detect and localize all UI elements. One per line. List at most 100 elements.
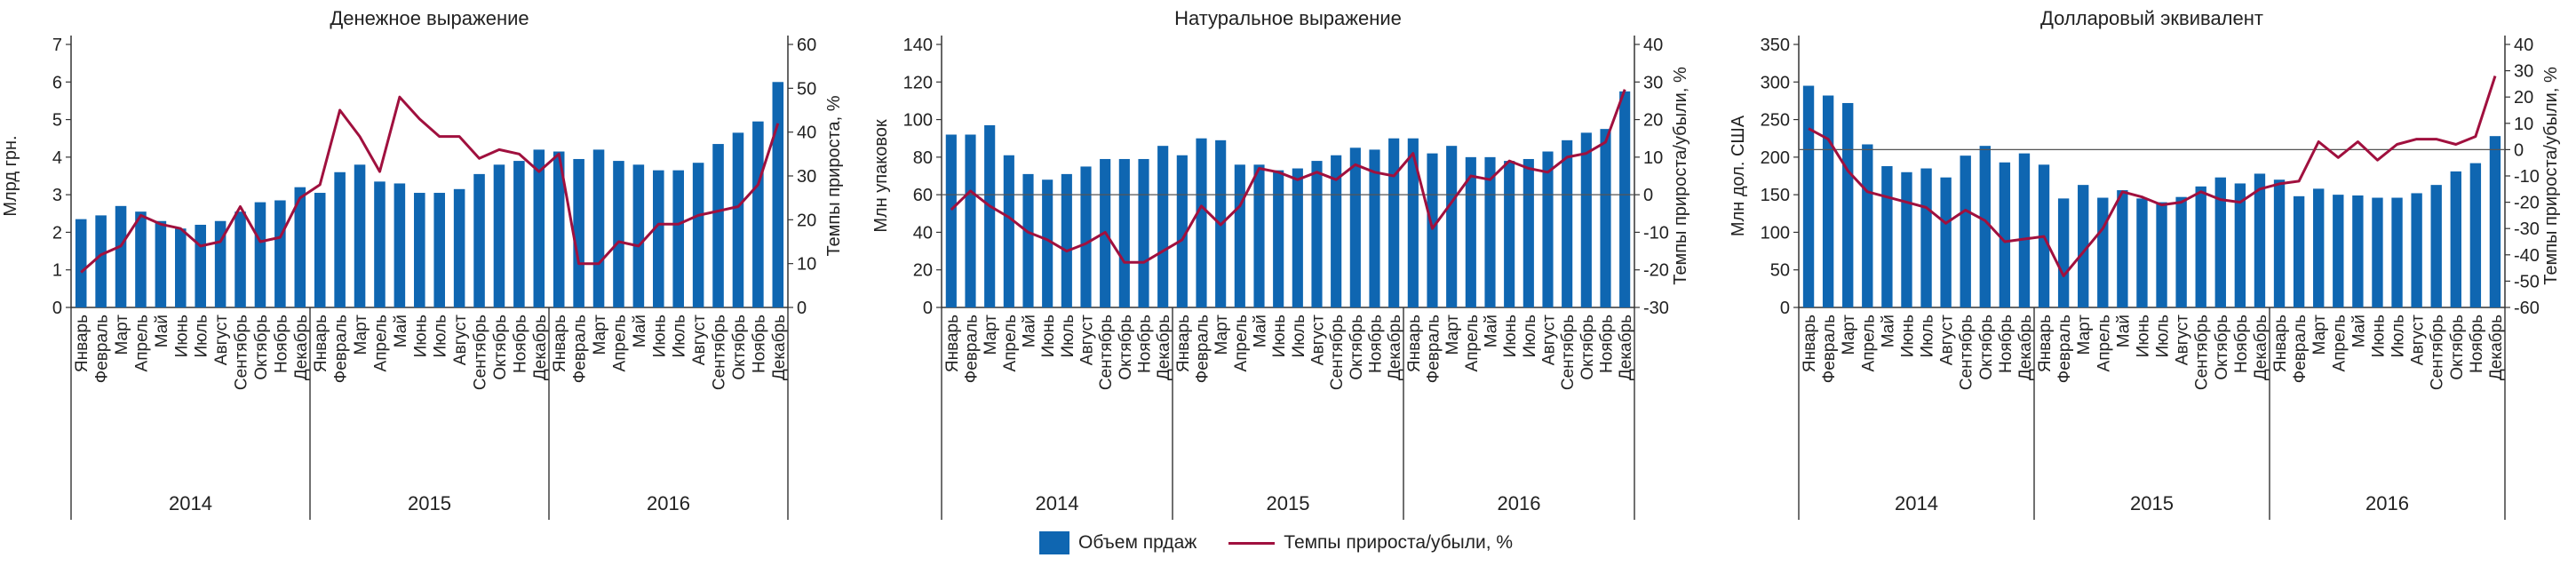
chart-units: Натуральное выражение020406080100120140-… (871, 7, 1690, 520)
bar (334, 171, 346, 307)
bar (2313, 188, 2325, 307)
bar (2293, 195, 2305, 307)
y-tick-label: 2 (52, 223, 62, 243)
x-tick-label: Май (2114, 315, 2133, 347)
x-tick-label: Август (1938, 315, 1957, 365)
x-tick-label: Ноябрь (2232, 315, 2251, 373)
x-tick-label: Июнь (650, 315, 669, 357)
x-tick-label: Ноябрь (511, 315, 529, 373)
y-tick-label: 100 (903, 111, 933, 131)
x-tick-label: Сентябрь (233, 315, 251, 390)
bar (2117, 190, 2128, 307)
y2-tick-label: 40 (797, 124, 816, 143)
bar (692, 163, 704, 307)
bar (1920, 168, 1932, 307)
bar (1080, 166, 1092, 307)
bar (414, 193, 425, 307)
x-tick-label: Июль (1059, 315, 1077, 358)
x-tick-label: Январь (1801, 315, 1819, 372)
x-tick-label: Январь (73, 315, 91, 372)
x-tick-label: Январь (551, 315, 569, 372)
y2-tick-label: -60 (2514, 299, 2540, 318)
bar (1292, 168, 1303, 307)
bar (965, 134, 976, 307)
x-tick-label: Июнь (2134, 315, 2152, 357)
x-tick-label: Апрель (2095, 315, 2113, 372)
bar (2195, 186, 2206, 307)
x-tick-label: Март (1212, 315, 1231, 355)
bar (2234, 183, 2246, 307)
year-label: 2014 (1895, 492, 1938, 514)
y2-tick-label: 30 (2514, 62, 2533, 82)
y2-tick-label: 20 (1643, 111, 1663, 131)
legend-bar-label: Объем прдаж (1078, 532, 1197, 553)
bar (592, 149, 605, 307)
y2-tick-label: 10 (2514, 115, 2533, 134)
x-tick-label: Февраль (1425, 315, 1443, 383)
x-tick-label: Май (1021, 315, 1039, 347)
bar (2097, 197, 2109, 307)
x-tick-label: Ноябрь (272, 315, 290, 373)
y-tick-label: 50 (1770, 261, 1790, 281)
bar (394, 183, 406, 307)
x-tick-label: Май (631, 315, 649, 347)
bar (75, 219, 87, 307)
y-tick-label: 6 (52, 73, 62, 92)
y-axis-label: Млн дол. США (1729, 115, 1748, 236)
y-tick-label: 5 (52, 111, 62, 131)
bar (1580, 132, 1592, 307)
y2-tick-label: -20 (1643, 261, 1669, 281)
bar (573, 158, 584, 307)
y2-axis-label: Темпы прироста/убыли, % (1671, 67, 1690, 285)
y-tick-label: 0 (1780, 299, 1790, 318)
x-tick-label: Июнь (1270, 315, 1289, 357)
y-tick-label: 3 (52, 186, 62, 205)
x-tick-label: Сентябрь (2193, 315, 2212, 390)
bar (235, 211, 246, 307)
x-tick-label: Февраль (2291, 315, 2310, 383)
x-tick-label: Март (2310, 315, 2329, 355)
y2-axis-label: Темпы прироста/убыли, % (2541, 67, 2561, 285)
x-tick-label: Февраль (571, 315, 590, 383)
y2-tick-label: 60 (797, 36, 816, 55)
y-tick-label: 150 (1761, 186, 1790, 205)
y-tick-label: 200 (1761, 148, 1790, 168)
x-tick-label: Июль (671, 315, 689, 358)
bar (274, 200, 286, 307)
bar (1273, 170, 1284, 307)
x-tick-label: Сентябрь (1958, 315, 1976, 390)
x-tick-label: Январь (312, 315, 330, 372)
x-tick-label: Январь (1174, 315, 1193, 372)
bar (613, 161, 624, 307)
y-tick-label: 7 (52, 36, 62, 55)
bar (95, 215, 107, 307)
x-tick-label: Декабрь (1617, 315, 1635, 380)
x-tick-label: Октябрь (1977, 315, 1996, 380)
y-tick-label: 140 (903, 36, 933, 55)
bar (1311, 161, 1323, 307)
x-tick-label: Август (690, 315, 709, 365)
x-tick-label: Июнь (172, 315, 191, 357)
x-tick-label: Июнь (2369, 315, 2388, 357)
bar (2214, 177, 2226, 307)
bar (2372, 197, 2383, 307)
x-tick-label: Март (1443, 315, 1462, 355)
bar (254, 202, 266, 307)
year-label: 2016 (2365, 492, 2409, 514)
x-tick-label: Февраль (963, 315, 982, 383)
bar (1022, 173, 1034, 307)
y2-tick-label: 0 (1643, 186, 1653, 205)
x-tick-label: Апрель (371, 315, 390, 372)
x-tick-label: Апрель (1859, 315, 1878, 372)
x-tick-label: Декабрь (2252, 315, 2270, 380)
chart-money: Денежное выражение 0 1 2 3 4 5 6 7 0 10 20 30 40 50 60 М… (1, 7, 844, 520)
y-tick-label: 0 (52, 299, 62, 318)
bar (1979, 146, 1991, 307)
year-label: 2014 (169, 492, 212, 514)
y2-tick-label: 40 (1643, 36, 1663, 55)
growth-line (80, 95, 780, 274)
legend-line-label: Темпы прироста/убыли, % (1284, 532, 1514, 553)
x-tick-label: Май (392, 315, 410, 347)
y2-tick-label: 20 (797, 211, 816, 230)
